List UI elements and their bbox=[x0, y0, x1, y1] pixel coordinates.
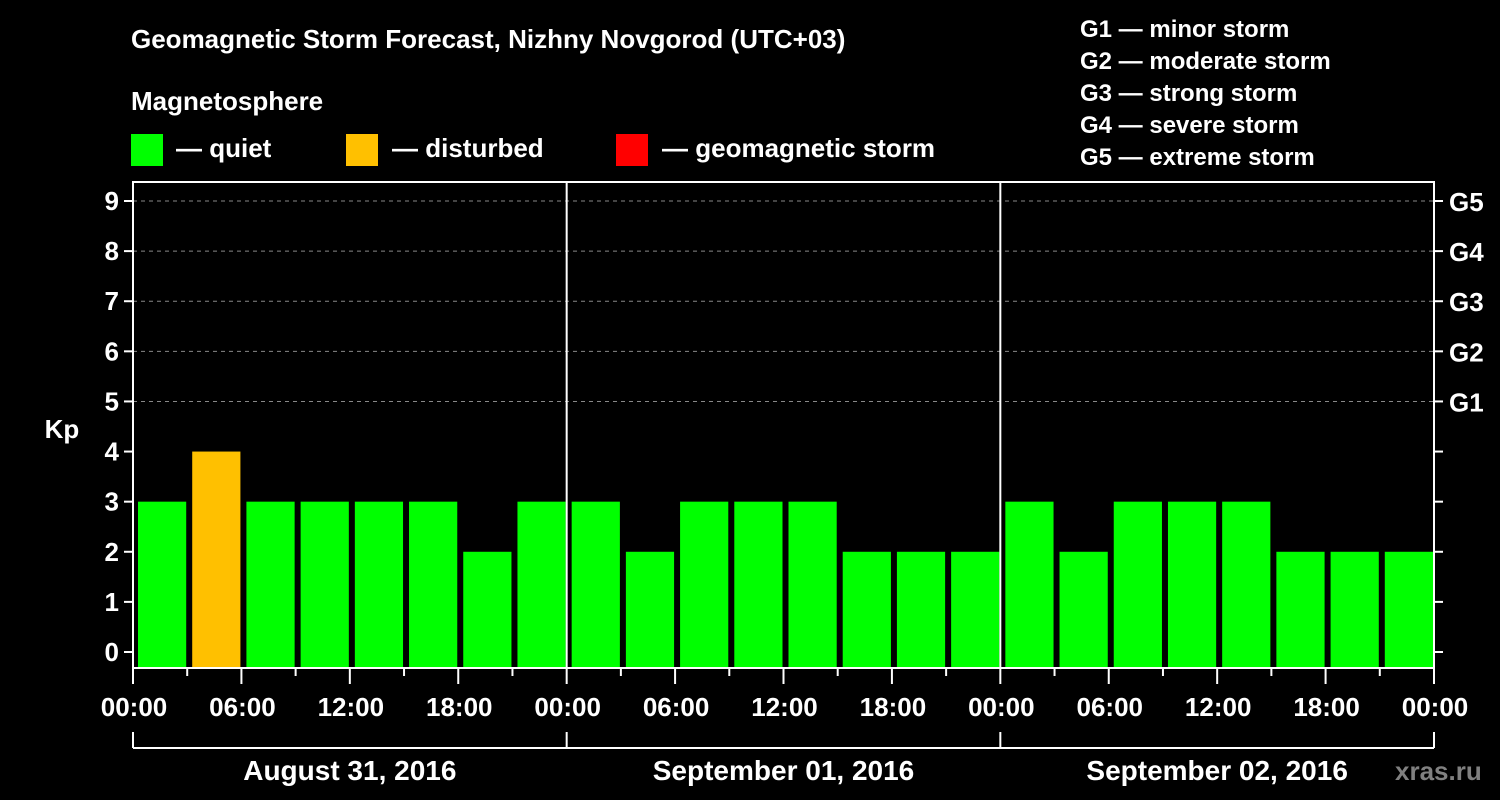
kp-bar bbox=[896, 551, 946, 667]
g-scale-item: G4 — severe storm bbox=[1080, 112, 1299, 139]
kp-bar bbox=[1276, 551, 1325, 667]
kp-bar bbox=[680, 501, 729, 667]
bars bbox=[138, 451, 1433, 667]
watermark: xras.ru bbox=[1395, 756, 1482, 786]
y-tick-label: 8 bbox=[105, 236, 119, 266]
kp-bar bbox=[192, 451, 241, 667]
x-tick-label: 00:00 bbox=[1402, 692, 1469, 722]
x-tick-label: 00:00 bbox=[534, 692, 601, 722]
g-level-label: G1 bbox=[1449, 387, 1484, 417]
y-tick-label: 5 bbox=[105, 386, 119, 416]
y-tick-label: 9 bbox=[105, 186, 119, 216]
legend-swatch-disturbed bbox=[346, 134, 378, 166]
x-tick-label: 00:00 bbox=[101, 692, 168, 722]
kp-bar bbox=[951, 551, 1000, 667]
y-tick-label: 2 bbox=[105, 537, 119, 567]
x-tick-label: 06:00 bbox=[643, 692, 710, 722]
x-tick-label: 18:00 bbox=[1293, 692, 1360, 722]
y-tick-label: 7 bbox=[105, 286, 119, 316]
axis-labels: 0 1 2 3 4 5 6 7 8 9 G1 G2 G3 G4 G5 Kp 00:00 06:00 12:00 18:… bbox=[45, 186, 1485, 786]
x-tick-label: 12:00 bbox=[751, 692, 818, 722]
legend-heading: Magnetosphere bbox=[131, 86, 324, 116]
x-tick-label: 00:00 bbox=[968, 692, 1035, 722]
legend-label-storm: — geomagnetic storm bbox=[662, 133, 936, 163]
kp-bar bbox=[517, 501, 566, 667]
y-tick-label: 4 bbox=[105, 437, 120, 467]
x-tick-label: 12:00 bbox=[1185, 692, 1252, 722]
legend-label-disturbed: — disturbed bbox=[392, 133, 544, 163]
kp-bar bbox=[409, 501, 458, 667]
kp-bar bbox=[1384, 551, 1433, 667]
y-axis-title: Kp bbox=[45, 414, 80, 444]
kp-bar bbox=[571, 501, 620, 667]
y-tick-label: 1 bbox=[105, 587, 119, 617]
kp-bar bbox=[354, 501, 404, 667]
g-scale-item: G5 — extreme storm bbox=[1080, 144, 1315, 171]
kp-bar bbox=[1113, 501, 1162, 667]
g-level-label: G3 bbox=[1449, 287, 1484, 317]
kp-bar bbox=[1222, 501, 1271, 667]
g-level-label: G4 bbox=[1449, 237, 1484, 267]
y-tick-label: 3 bbox=[105, 487, 119, 517]
kp-bar bbox=[246, 501, 295, 667]
kp-bar bbox=[842, 551, 891, 667]
kp-bar bbox=[1005, 501, 1054, 667]
x-tick-label: 18:00 bbox=[860, 692, 927, 722]
legend-swatch-storm bbox=[616, 134, 648, 166]
chart-title: Geomagnetic Storm Forecast, Nizhny Novgo… bbox=[131, 24, 846, 54]
x-tick-label: 12:00 bbox=[318, 692, 385, 722]
legend-swatch-quiet bbox=[131, 134, 163, 166]
legend-label-quiet: — quiet bbox=[176, 133, 272, 163]
x-tick-label: 18:00 bbox=[426, 692, 493, 722]
kp-bar bbox=[1059, 551, 1108, 667]
y-tick-label: 6 bbox=[105, 336, 119, 366]
g-scale-item: G3 — strong storm bbox=[1080, 80, 1298, 107]
day-label: September 01, 2016 bbox=[653, 755, 915, 786]
kp-bar bbox=[1330, 551, 1379, 667]
kp-bar bbox=[625, 551, 675, 667]
day-label: September 02, 2016 bbox=[1086, 755, 1348, 786]
kp-bar bbox=[788, 501, 837, 667]
kp-bar bbox=[138, 501, 187, 667]
x-tick-label: 06:00 bbox=[1077, 692, 1144, 722]
grid-lines bbox=[133, 200, 1434, 402]
kp-bar bbox=[300, 501, 349, 667]
kp-bar bbox=[463, 551, 512, 667]
kp-bar bbox=[734, 501, 783, 667]
kp-bar bbox=[1167, 501, 1217, 667]
g-scale-legend: G1 — minor storm G2 — moderate storm G3 … bbox=[1080, 14, 1331, 174]
g-scale-item: G1 — minor storm bbox=[1080, 16, 1290, 43]
x-tick-label: 06:00 bbox=[209, 692, 276, 722]
g-scale-item: G2 — moderate storm bbox=[1080, 48, 1331, 75]
axes bbox=[124, 181, 1443, 749]
g-level-label: G5 bbox=[1449, 187, 1484, 217]
y-tick-label: 0 bbox=[105, 637, 119, 667]
day-label: August 31, 2016 bbox=[243, 755, 456, 786]
g-level-label: G2 bbox=[1449, 337, 1484, 367]
